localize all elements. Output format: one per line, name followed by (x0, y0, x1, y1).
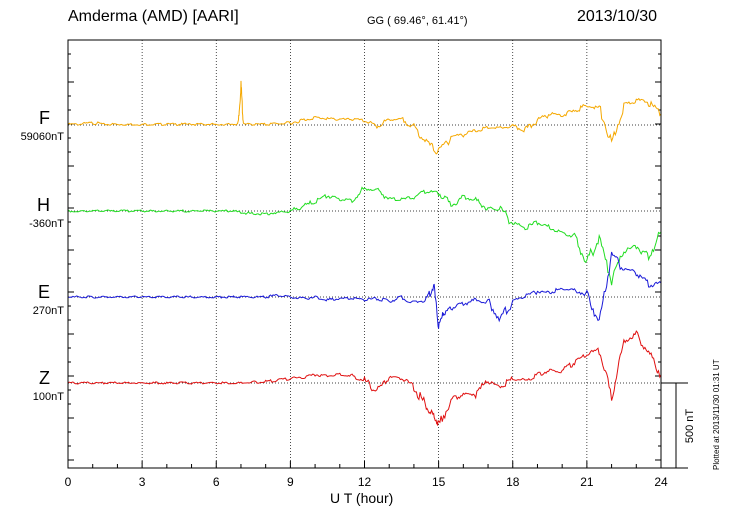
channel-label-f: F (39, 108, 50, 128)
station-coordinates: GG ( 69.46°, 61.41°) (367, 15, 468, 27)
x-tick-label: 21 (580, 475, 594, 489)
trace-f (67, 80, 662, 155)
channel-label-e: E (37, 282, 50, 302)
trace-e (68, 251, 662, 329)
baseline-label-e: 270nT (32, 305, 64, 317)
trace-z (67, 330, 662, 426)
x-tick-label: 6 (213, 475, 220, 489)
channel-label-z: Z (39, 368, 50, 388)
x-tick-label: 3 (139, 475, 146, 489)
axis-ticks (67, 53, 662, 468)
baseline-label-f: 59060nT (20, 131, 64, 143)
baseline-label-z: 100nT (32, 391, 64, 403)
x-tick-labels: 0 3 6 9 12 15 18 21 24 (65, 475, 668, 489)
chart-date: 2013/10/30 (577, 8, 658, 25)
x-tick-label: 15 (432, 475, 446, 489)
x-axis-label: U T (hour) (330, 490, 394, 506)
x-tick-label: 0 (65, 475, 72, 489)
trace-h (67, 186, 662, 286)
scale-bar-label: 500 nT (684, 409, 696, 444)
x-tick-label: 24 (654, 475, 668, 489)
x-tick-label: 12 (358, 475, 372, 489)
x-tick-label: 18 (506, 475, 520, 489)
baseline-label-h: -360nT (29, 218, 64, 230)
station-title: Amderma (AMD) [AARI] (68, 8, 239, 25)
scale-bar: 500 nT (661, 382, 696, 469)
series-traces (67, 80, 662, 426)
plot-frame (67, 39, 662, 469)
grid (141, 40, 588, 468)
x-tick-label: 9 (287, 475, 294, 489)
channel-label-h: H (37, 195, 50, 215)
